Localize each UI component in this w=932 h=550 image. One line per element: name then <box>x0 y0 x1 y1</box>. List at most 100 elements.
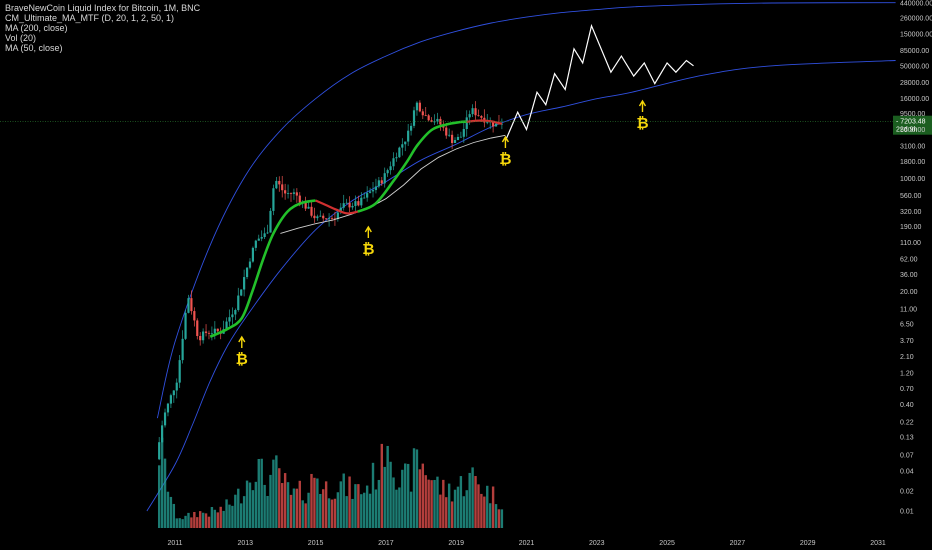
volume-bar <box>289 494 293 528</box>
candle-body <box>248 261 252 268</box>
volume-bar <box>266 495 269 528</box>
volume-bar <box>459 476 463 528</box>
volume-bar <box>313 477 316 528</box>
legend-indicator[interactable]: CM_Ultimate_MA_MTF (D, 20, 1, 2, 50, 1) <box>5 13 175 23</box>
candle-body <box>368 191 372 193</box>
volume-bar <box>319 493 322 528</box>
volume-bar <box>216 512 219 528</box>
candle-body <box>213 328 216 334</box>
volume-bar <box>269 474 272 528</box>
candle-body <box>175 382 178 391</box>
legend-vol[interactable]: Vol (20) <box>5 33 37 43</box>
candle-body <box>281 184 284 191</box>
candle-body <box>418 102 421 112</box>
y-tick-label: 16000.00 <box>900 96 929 103</box>
marker-arrow-head <box>501 135 510 143</box>
candle-body <box>357 201 360 206</box>
ma200-line <box>280 134 506 234</box>
y-tick-label: 5500.00 <box>900 127 925 134</box>
volume-bar <box>327 498 331 528</box>
candle-body <box>389 166 392 171</box>
volume-bar <box>310 473 313 528</box>
volume-bar <box>424 475 427 528</box>
volume-bar <box>465 490 468 528</box>
bitcoin-icon: ₿ <box>236 350 248 368</box>
candle-body <box>345 202 348 204</box>
bitcoin-icon: ₿ <box>362 240 374 258</box>
candle-body <box>225 321 228 330</box>
candle-body <box>316 216 319 219</box>
volume-bar <box>237 488 240 528</box>
candle-body <box>500 123 503 125</box>
candle-body <box>430 120 433 122</box>
candle-body <box>190 298 193 312</box>
volume-bar <box>225 499 228 528</box>
candle-body <box>448 134 451 136</box>
volume-bar <box>433 479 436 528</box>
candle-body <box>330 218 334 219</box>
candle-body <box>421 111 424 116</box>
y-tick-label: 11.00 <box>900 306 917 313</box>
volume-bar <box>330 499 334 528</box>
y-tick-label: 320.00 <box>900 209 922 216</box>
candle-body <box>363 197 366 199</box>
volume-bar <box>409 491 413 528</box>
volume-bar <box>322 489 325 528</box>
volume-bar <box>491 486 495 528</box>
candle-body <box>243 277 246 290</box>
y-tick-label: 0.07 <box>900 452 914 459</box>
volume-bar <box>201 512 205 528</box>
volume-bar <box>298 480 301 528</box>
last-price-countdown: 22d 9h <box>896 127 918 134</box>
candle-body <box>398 147 401 158</box>
volume-bar <box>193 511 196 528</box>
legend-ma200[interactable]: MA (200, close) <box>5 23 68 33</box>
volume-bar <box>471 467 474 528</box>
volume-bar <box>360 494 363 528</box>
y-tick-label: 0.04 <box>900 468 914 475</box>
candle-body <box>395 157 398 159</box>
ma-green-line <box>209 199 316 338</box>
volume-bar <box>494 504 498 528</box>
legend-symbol[interactable]: BraveNewCoin Liquid Index for Bitcoin, 1… <box>5 3 201 13</box>
volume-bar <box>248 482 252 528</box>
legend: BraveNewCoin Liquid Index for Bitcoin, 1… <box>5 3 200 53</box>
volume-bar <box>365 485 369 528</box>
y-tick-label: 1.20 <box>900 370 914 377</box>
candle-body <box>380 180 383 184</box>
volume-bar <box>333 498 337 528</box>
volume-bar <box>439 494 442 528</box>
x-tick-label: 2013 <box>238 540 254 547</box>
volume-bar <box>157 465 161 528</box>
candle-body <box>234 310 237 315</box>
candle-body <box>374 186 378 191</box>
volume-bar <box>219 506 222 528</box>
y-tick-label: 0.22 <box>900 419 914 426</box>
y-tick-label: 0.40 <box>900 402 914 409</box>
x-tick-label: 2023 <box>589 540 605 547</box>
candle-body <box>383 173 386 184</box>
volume-bar <box>275 455 278 528</box>
candle-body <box>492 121 495 127</box>
candle-body <box>237 295 240 311</box>
candle-body <box>245 267 249 278</box>
volume-bar <box>442 479 445 528</box>
y-tick-label: 9500.00 <box>900 111 925 118</box>
volume-bar <box>395 489 398 528</box>
candle-body <box>178 360 181 383</box>
y-tick-label: 0.13 <box>900 434 914 441</box>
x-axis[interactable]: 2011 2013 2015 2017 2019 2021 2023 2025 2027 2029… <box>167 540 885 547</box>
y-tick-label: 28000.00 <box>900 80 929 87</box>
volume-bar <box>301 500 304 528</box>
volume-bar <box>336 492 340 528</box>
y-tick-label: 2.10 <box>900 354 914 361</box>
y-tick-label: 0.70 <box>900 386 914 393</box>
volume-bar <box>430 480 433 528</box>
candle-body <box>286 193 290 194</box>
y-axis[interactable]: 440000.00 260000.00 150000.00 85000.00 50000… <box>900 1 932 516</box>
volume-bar <box>354 484 357 528</box>
candle-body <box>339 207 342 213</box>
volume-bar <box>242 496 246 528</box>
legend-ma50[interactable]: MA (50, close) <box>5 43 63 53</box>
